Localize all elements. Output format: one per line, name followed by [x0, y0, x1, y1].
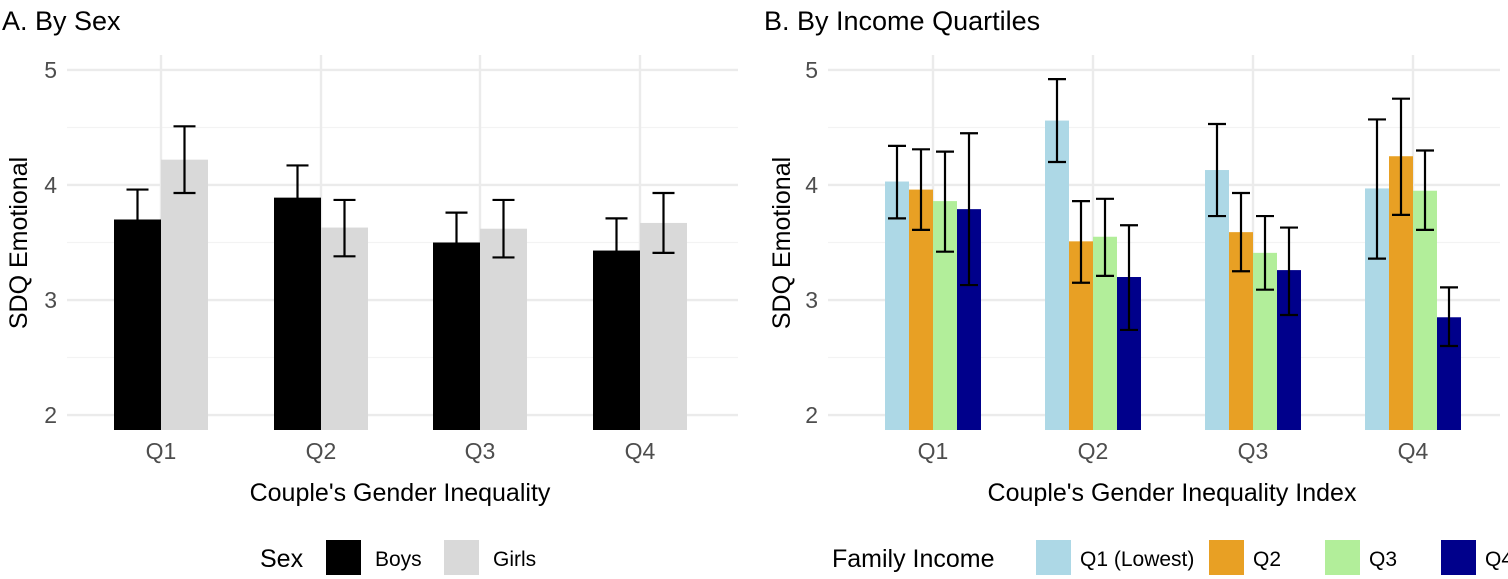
panel-b-y-tick-label: 4 — [805, 172, 818, 198]
panel-b-x-tick-labels: Q1 Q2 Q3 Q4 — [918, 438, 1429, 464]
panel-a-legend-label-girls: Girls — [493, 548, 536, 571]
panel-a-x-tick-labels: Q1 Q2 Q3 Q4 — [146, 438, 656, 464]
panel-a-y-axis-label: SDQ Emotional — [5, 157, 33, 329]
panel-a-y-tick-label: 5 — [44, 57, 57, 83]
panel-b-legend-swatch-q4 — [1441, 540, 1476, 575]
panel-a-legend: Sex Boys Girls — [260, 540, 536, 575]
panel-a-bar-girls-q4 — [640, 222, 687, 430]
panel-a-y-tick-label: 4 — [44, 172, 57, 198]
panel-a-by-sex: A. By Sex 2 3 4 5 Q1 Q2 Q3 Q4 Couple's Gender … — [2, 6, 738, 575]
panel-b-legend-label-q2: Q2 — [1253, 548, 1281, 571]
panel-b-x-tick-label: Q4 — [1398, 438, 1429, 464]
panel-a-bar-boys-q3 — [433, 242, 480, 430]
panel-a-x-tick-label: Q1 — [146, 438, 177, 464]
panel-a-legend-swatch-boys — [326, 540, 361, 575]
panel-b-y-tick-label: 2 — [805, 402, 818, 428]
panel-a-bar-girls-q1 — [161, 159, 208, 430]
panel-a-y-tick-labels: 2 3 4 5 — [44, 57, 57, 428]
panel-b-legend-label-q4: Q4 — [1485, 548, 1508, 571]
panel-a-legend-swatch-girls — [444, 540, 479, 575]
panel-b-x-tick-label: Q1 — [918, 438, 949, 464]
panel-a-bar-girls-q2 — [321, 227, 368, 430]
panel-b-x-axis-label: Couple's Gender Inequality Index — [988, 479, 1357, 507]
panel-b-y-tick-label: 3 — [805, 287, 818, 313]
panel-b-x-tick-label: Q3 — [1238, 438, 1269, 464]
panel-a-bar-girls-q3 — [480, 228, 527, 430]
panel-b-bar-q1-lowest-q1 — [885, 181, 909, 430]
panel-a-legend-title: Sex — [260, 545, 304, 573]
panel-b-by-income-quartiles: B. By Income Quartiles 2 3 4 5 Q1 Q2 Q3 Q4 Cou… — [764, 6, 1508, 575]
panel-a-x-tick-label: Q3 — [465, 438, 496, 464]
panel-a-bar-boys-q1 — [114, 219, 161, 430]
panel-a-y-tick-label: 2 — [44, 402, 57, 428]
panel-a-legend-label-boys: Boys — [375, 548, 422, 571]
panel-b-error-bars — [888, 78, 1458, 348]
panel-b-bar-q1-lowest-q2 — [1045, 120, 1069, 431]
panel-b-x-tick-label: Q2 — [1078, 438, 1109, 464]
panel-a-bars — [114, 159, 687, 430]
panel-b-legend-swatch-q2 — [1209, 540, 1244, 575]
panel-b-legend: Family Income Q1 (Lowest) Q2 Q3 Q4 — [832, 540, 1508, 575]
panel-b-bars — [885, 120, 1461, 431]
panel-a-bar-boys-q2 — [274, 197, 321, 430]
panel-b-legend-label-q1-lowest: Q1 (Lowest) — [1080, 548, 1194, 571]
panel-b-legend-label-q3: Q3 — [1369, 548, 1397, 571]
panel-a-x-tick-label: Q2 — [306, 438, 337, 464]
panel-a-y-tick-label: 3 — [44, 287, 57, 313]
panel-b-legend-swatch-q3 — [1325, 540, 1360, 575]
panel-b-y-tick-labels: 2 3 4 5 — [805, 57, 818, 428]
panel-b-legend-swatch-q1-lowest — [1036, 540, 1071, 575]
panel-a-error-bars — [126, 125, 675, 283]
panel-b-legend-title: Family Income — [832, 545, 995, 573]
panel-b-title: B. By Income Quartiles — [764, 6, 1040, 36]
panel-a-x-axis-label: Couple's Gender Inequality — [250, 479, 551, 507]
panel-a-title: A. By Sex — [2, 6, 121, 36]
panel-a-x-tick-label: Q4 — [625, 438, 656, 464]
panel-b-y-tick-label: 5 — [805, 57, 818, 83]
panel-b-y-axis-label: SDQ Emotional — [768, 157, 796, 329]
